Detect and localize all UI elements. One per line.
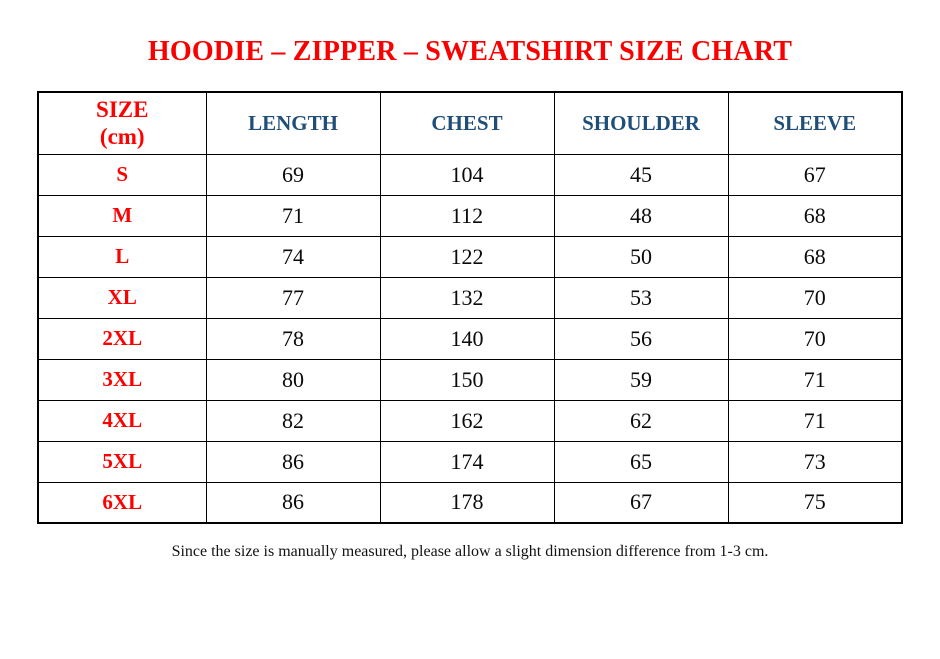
size-label: 4XL (37, 399, 207, 442)
size-chart-page: . HOODIE – ZIPPER – SWEATSHIRT SIZE CHAR… (0, 36, 940, 561)
size-chart-table: SIZE (cm) LENGTH CHEST SHOULDER SLEEVE S… (37, 91, 903, 524)
col-header-size: SIZE (cm) (37, 91, 207, 155)
size-header-line2: (cm) (99, 124, 145, 150)
table-row-5xl: 5XL 86 174 65 73 (37, 440, 903, 483)
chest-value: 112 (379, 194, 555, 237)
shoulder-value: 59 (553, 358, 729, 401)
sleeve-value: 67 (727, 153, 903, 196)
table-row-6xl: 6XL 86 178 67 75 (37, 481, 903, 524)
shoulder-value: 50 (553, 235, 729, 278)
table-row-s: S 69 104 45 67 (37, 153, 903, 196)
header-row: SIZE (cm) LENGTH CHEST SHOULDER SLEEVE (37, 91, 903, 155)
chest-value: 132 (379, 276, 555, 319)
length-value: 86 (205, 481, 381, 524)
sleeve-value: 70 (727, 317, 903, 360)
length-value: 82 (205, 399, 381, 442)
size-header-line1: SIZE (96, 97, 149, 123)
length-value: 69 (205, 153, 381, 196)
shoulder-value: 45 (553, 153, 729, 196)
length-value: 77 (205, 276, 381, 319)
table-row-xl: XL 77 132 53 70 (37, 276, 903, 319)
size-label: L (37, 235, 207, 278)
sleeve-value: 73 (727, 440, 903, 483)
size-label: 2XL (37, 317, 207, 360)
sleeve-value: 68 (727, 194, 903, 237)
size-label: 3XL (37, 358, 207, 401)
artifact-dot: . (476, 36, 479, 47)
sleeve-value: 68 (727, 235, 903, 278)
length-value: 80 (205, 358, 381, 401)
sleeve-value: 71 (727, 399, 903, 442)
shoulder-value: 67 (553, 481, 729, 524)
table-row-4xl: 4XL 82 162 62 71 (37, 399, 903, 442)
table-row-m: M 71 112 48 68 (37, 194, 903, 237)
size-label: XL (37, 276, 207, 319)
col-header-length: LENGTH (205, 91, 381, 155)
sleeve-value: 71 (727, 358, 903, 401)
table-row-3xl: 3XL 80 150 59 71 (37, 358, 903, 401)
chest-value: 178 (379, 481, 555, 524)
shoulder-value: 62 (553, 399, 729, 442)
col-header-chest: CHEST (379, 91, 555, 155)
col-header-sleeve: SLEEVE (727, 91, 903, 155)
size-label: 6XL (37, 481, 207, 524)
size-label: S (37, 153, 207, 196)
chest-value: 104 (379, 153, 555, 196)
chest-value: 174 (379, 440, 555, 483)
size-label: 5XL (37, 440, 207, 483)
chest-value: 122 (379, 235, 555, 278)
length-value: 74 (205, 235, 381, 278)
sleeve-value: 75 (727, 481, 903, 524)
length-value: 71 (205, 194, 381, 237)
shoulder-value: 53 (553, 276, 729, 319)
shoulder-value: 65 (553, 440, 729, 483)
table-row-l: L 74 122 50 68 (37, 235, 903, 278)
chest-value: 162 (379, 399, 555, 442)
col-header-shoulder: SHOULDER (553, 91, 729, 155)
table-row-2xl: 2XL 78 140 56 70 (37, 317, 903, 360)
length-value: 86 (205, 440, 381, 483)
chest-value: 150 (379, 358, 555, 401)
page-title: HOODIE – ZIPPER – SWEATSHIRT SIZE CHART (147, 36, 793, 67)
shoulder-value: 48 (553, 194, 729, 237)
chest-value: 140 (379, 317, 555, 360)
footer-note: Since the size is manually measured, ple… (171, 543, 769, 560)
sleeve-value: 70 (727, 276, 903, 319)
length-value: 78 (205, 317, 381, 360)
size-label: M (37, 194, 207, 237)
shoulder-value: 56 (553, 317, 729, 360)
